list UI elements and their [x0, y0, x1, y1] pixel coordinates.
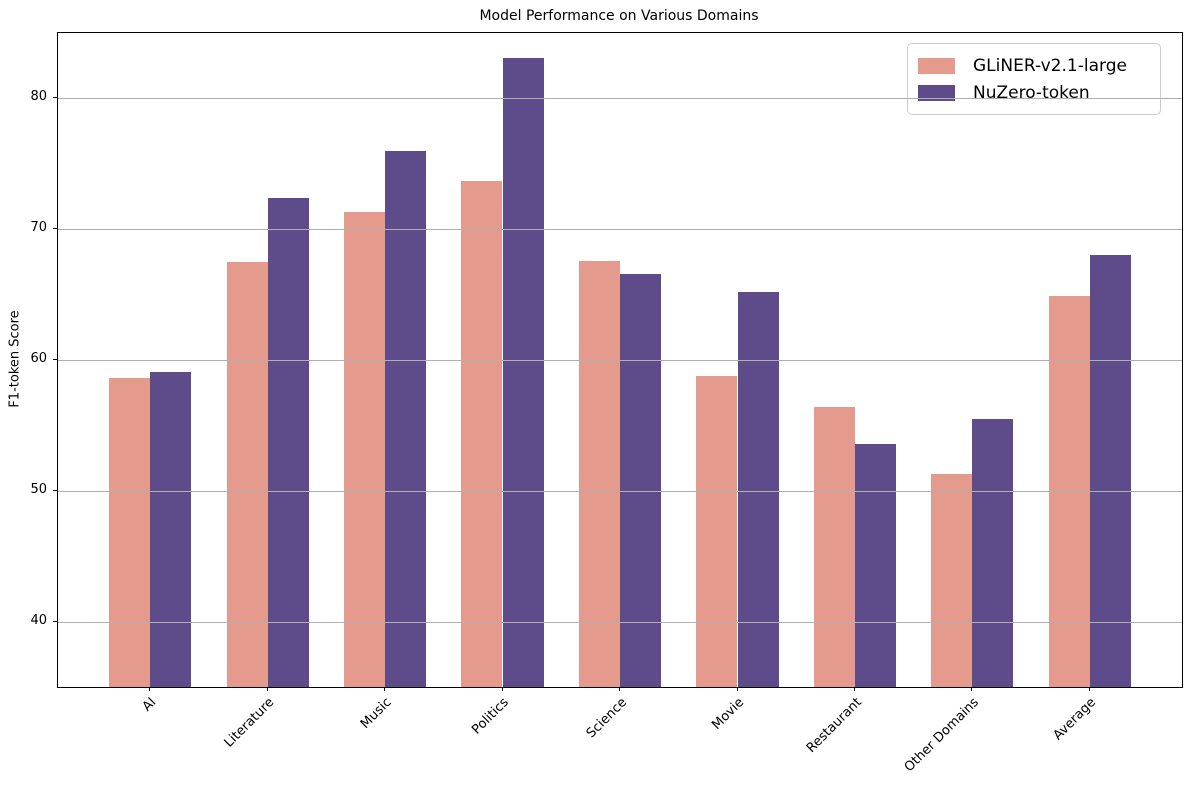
bar-NuZero-token-Average: [1089, 255, 1131, 687]
bar-NuZero-token-AI: [150, 371, 192, 687]
y-tick-label-40: 40: [30, 612, 47, 628]
x-label-text-Politics: Politics: [469, 695, 513, 738]
x-label-text-Music: Music: [357, 695, 395, 732]
bar-NuZero-token-Movie: [737, 292, 779, 687]
y-tick-60: [53, 359, 57, 360]
gridline-50: [58, 490, 1182, 492]
legend-swatch-gliner: [918, 57, 955, 74]
x-tick-Music: [384, 687, 386, 691]
bar-GLiNER-v2.1-large-Other Domains: [931, 473, 973, 687]
x-tick-Average: [1088, 687, 1090, 691]
legend: GLiNER-v2.1-large NuZero-token: [907, 43, 1161, 115]
bar-GLiNER-v2.1-large-Restaurant: [813, 407, 855, 687]
bar-NuZero-token-Science: [620, 273, 662, 687]
gridline-80: [58, 98, 1182, 100]
bar-GLiNER-v2.1-large-Music: [344, 212, 386, 687]
x-label-text-Average: Average: [1051, 695, 1100, 744]
bar-NuZero-token-Literature: [267, 197, 309, 687]
bar-GLiNER-v2.1-large-AI: [109, 378, 151, 687]
y-tick-50: [53, 489, 57, 491]
legend-item-nuzero: NuZero-token: [918, 79, 1150, 106]
x-tick-Science: [619, 687, 620, 691]
bar-GLiNER-v2.1-large-Science: [578, 260, 620, 687]
bar-NuZero-token-Restaurant: [854, 443, 896, 687]
x-tick-AI: [149, 687, 151, 691]
x-label-text-Restaurant: Restaurant: [803, 695, 865, 756]
legend-label-nuzero: NuZero-token: [973, 82, 1090, 103]
chart-title: Model Performance on Various Domains: [479, 8, 759, 24]
bar-NuZero-token-Music: [385, 150, 427, 687]
x-label-text-Movie: Movie: [709, 695, 748, 733]
y-tick-40: [53, 620, 57, 622]
x-label-text-Other Domains: Other Domains: [901, 695, 982, 776]
bar-NuZero-token-Politics: [502, 57, 544, 687]
bar-GLiNER-v2.1-large-Literature: [226, 261, 268, 687]
legend-item-gliner: GLiNER-v2.1-large: [918, 52, 1150, 79]
gridline-40: [58, 621, 1182, 623]
bar-GLiNER-v2.1-large-Politics: [461, 180, 503, 687]
legend-label-gliner: GLiNER-v2.1-large: [973, 55, 1127, 76]
x-label-text-Literature: Literature: [221, 695, 278, 751]
y-tick-label-80: 80: [30, 89, 47, 105]
x-tick-Politics: [501, 687, 503, 691]
x-tick-Literature: [266, 687, 268, 691]
x-label-text-Science: Science: [583, 695, 630, 742]
y-tick-80: [53, 97, 57, 99]
y-tick-label-70: 70: [30, 220, 47, 236]
legend-swatch-nuzero: [918, 84, 955, 101]
plot-area: GLiNER-v2.1-large NuZero-token: [57, 32, 1183, 688]
bar-GLiNER-v2.1-large-Movie: [696, 375, 738, 687]
y-tick-70: [53, 228, 57, 230]
bar-NuZero-token-Other Domains: [972, 418, 1014, 687]
x-label-text-AI: AI: [140, 695, 160, 715]
gridline-70: [58, 229, 1182, 231]
y-tick-label-50: 50: [30, 481, 47, 497]
x-tick-Movie: [736, 687, 738, 691]
x-tick-Other Domains: [971, 687, 973, 691]
y-tick-label-60: 60: [30, 351, 47, 366]
gridline-60: [58, 360, 1182, 361]
x-tick-Restaurant: [853, 687, 855, 691]
